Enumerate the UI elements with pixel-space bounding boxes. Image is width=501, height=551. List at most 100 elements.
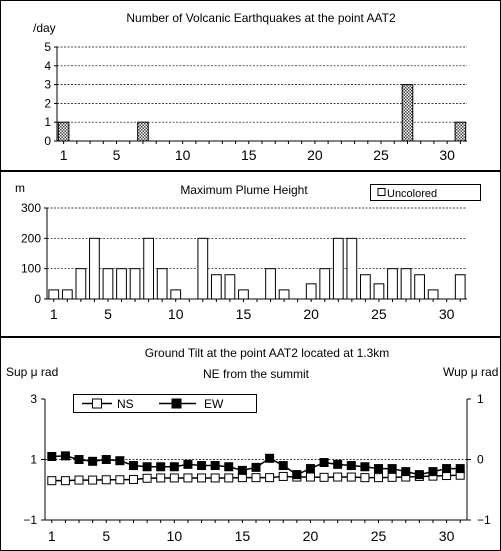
tilt-legend-ns-marker	[92, 398, 102, 409]
tilt-point-ew	[210, 461, 220, 471]
plume-x-tick-label: 20	[303, 306, 319, 322]
tilt-point-ns	[333, 472, 343, 482]
earthquake-panel: Number of Volcanic Earthquakes at the po…	[0, 0, 501, 171]
tilt-point-ns	[319, 472, 329, 482]
tilt-left-y-tick-label: −1	[23, 513, 37, 527]
tilt-point-ns	[60, 476, 70, 486]
tilt-panel-frame	[0, 337, 501, 551]
earthquake-x-tick-label: 5	[113, 147, 121, 163]
tilt-point-ns	[346, 472, 356, 482]
tilt-point-ew	[265, 453, 275, 463]
tilt-point-ns	[224, 473, 234, 483]
earthquake-y-tick-label: 4	[44, 59, 51, 73]
plume-bar	[278, 289, 290, 300]
plume-bar	[373, 283, 385, 300]
plume-legend-box	[370, 184, 481, 201]
tilt-point-ew	[142, 462, 152, 472]
tilt-point-ew	[128, 461, 138, 471]
plume-bar	[48, 289, 60, 300]
plume-x-tick-label: 25	[371, 306, 387, 322]
tilt-legend-ew-marker	[171, 398, 182, 409]
plume-bar	[332, 237, 344, 300]
tilt-point-ew	[442, 464, 452, 474]
earthquake-y-tick-label: 1	[44, 115, 51, 129]
plume-bar	[143, 237, 154, 300]
plume-x-tick-label: 5	[104, 306, 112, 322]
tilt-point-ew	[455, 464, 465, 474]
earthquake-bar	[401, 84, 414, 142]
tilt-point-ns	[251, 473, 261, 483]
plume-y-axis-label: m	[15, 181, 25, 195]
tilt-legend: NS EW	[73, 394, 257, 413]
tilt-x-tick-label: 15	[235, 528, 251, 544]
plume-y-tick-label: 200	[21, 231, 41, 245]
plume-bar	[414, 274, 425, 300]
plume-bar	[238, 289, 249, 300]
plume-bar	[170, 289, 182, 300]
earthquake-y-tick-label: 0	[44, 134, 51, 148]
earthquake-x-tick-label: 15	[241, 147, 257, 163]
tilt-point-ew	[319, 458, 329, 468]
tilt-point-ns	[169, 473, 179, 483]
earthquake-panel-frame	[0, 0, 501, 171]
tilt-point-ew	[292, 470, 302, 480]
plume-bar	[319, 268, 331, 300]
tilt-point-ew	[428, 467, 438, 477]
tilt-point-ns	[101, 475, 111, 485]
tilt-point-ns	[115, 475, 125, 485]
tilt-point-ns	[128, 474, 138, 484]
earthquake-x-tick-label: 25	[373, 147, 389, 163]
tilt-x-tick-label: 25	[371, 528, 387, 544]
tilt-legend-ew-label: EW	[204, 397, 224, 411]
tilt-point-ew	[88, 456, 98, 466]
tilt-point-ew	[74, 455, 84, 464]
plume-bar	[360, 274, 371, 300]
plume-bar	[156, 268, 168, 300]
earthquake-x-tick-label: 30	[439, 147, 455, 163]
plume-bar	[224, 274, 236, 300]
plume-y-tick-label: 0	[34, 292, 41, 306]
earthquake-y-axis-label: /day	[33, 21, 56, 35]
plume-bar	[197, 237, 209, 300]
earthquake-bar	[454, 121, 467, 142]
tilt-point-ew	[237, 465, 247, 475]
tilt-x-tick-label: 20	[303, 528, 319, 544]
plume-bar	[75, 268, 87, 300]
tilt-point-ew	[360, 462, 370, 472]
tilt-point-ew	[197, 461, 207, 471]
plume-bar	[116, 268, 127, 300]
tilt-point-ns	[265, 473, 275, 483]
tilt-x-tick-label: 30	[439, 528, 455, 544]
earthquake-y-tick-label: 3	[44, 78, 51, 92]
tilt-point-ew	[346, 461, 356, 471]
tilt-point-ew	[333, 459, 343, 469]
tilt-point-ew	[374, 464, 384, 474]
tilt-left-y-tick-label: 3	[30, 392, 37, 406]
tilt-x-tick-label: 5	[102, 528, 110, 544]
tilt-point-ew	[224, 462, 234, 472]
earthquake-x-tick-label: 1	[60, 147, 68, 163]
plume-bar	[400, 268, 412, 300]
tilt-point-ns	[142, 473, 152, 483]
tilt-left-y-tick-label: 1	[30, 453, 37, 467]
tilt-chart-title-line-1: Ground Tilt at the point AAT2 located at…	[145, 346, 390, 360]
tilt-point-ns	[360, 473, 370, 483]
plume-chart-title: Maximum Plume Height	[180, 183, 308, 197]
tilt-chart-title-line-2: NE from the summit	[203, 367, 310, 381]
tilt-point-ns	[74, 475, 84, 485]
plume-legend-label: Uncolored	[387, 188, 437, 200]
plume-bar	[210, 274, 222, 300]
plume-bar	[305, 283, 317, 300]
earthquake-y-tick-label: 5	[44, 40, 51, 54]
plume-bar	[129, 268, 141, 300]
tilt-right-y-tick-label: −1	[477, 513, 491, 527]
plume-bar	[265, 268, 276, 300]
tilt-right-axis-label: Wup μ rad	[443, 365, 498, 379]
tilt-point-ns	[374, 473, 384, 483]
tilt-point-ew	[156, 462, 166, 472]
plume-bar	[346, 237, 358, 300]
earthquake-x-tick-label: 10	[175, 147, 191, 163]
tilt-point-ew	[115, 456, 125, 466]
